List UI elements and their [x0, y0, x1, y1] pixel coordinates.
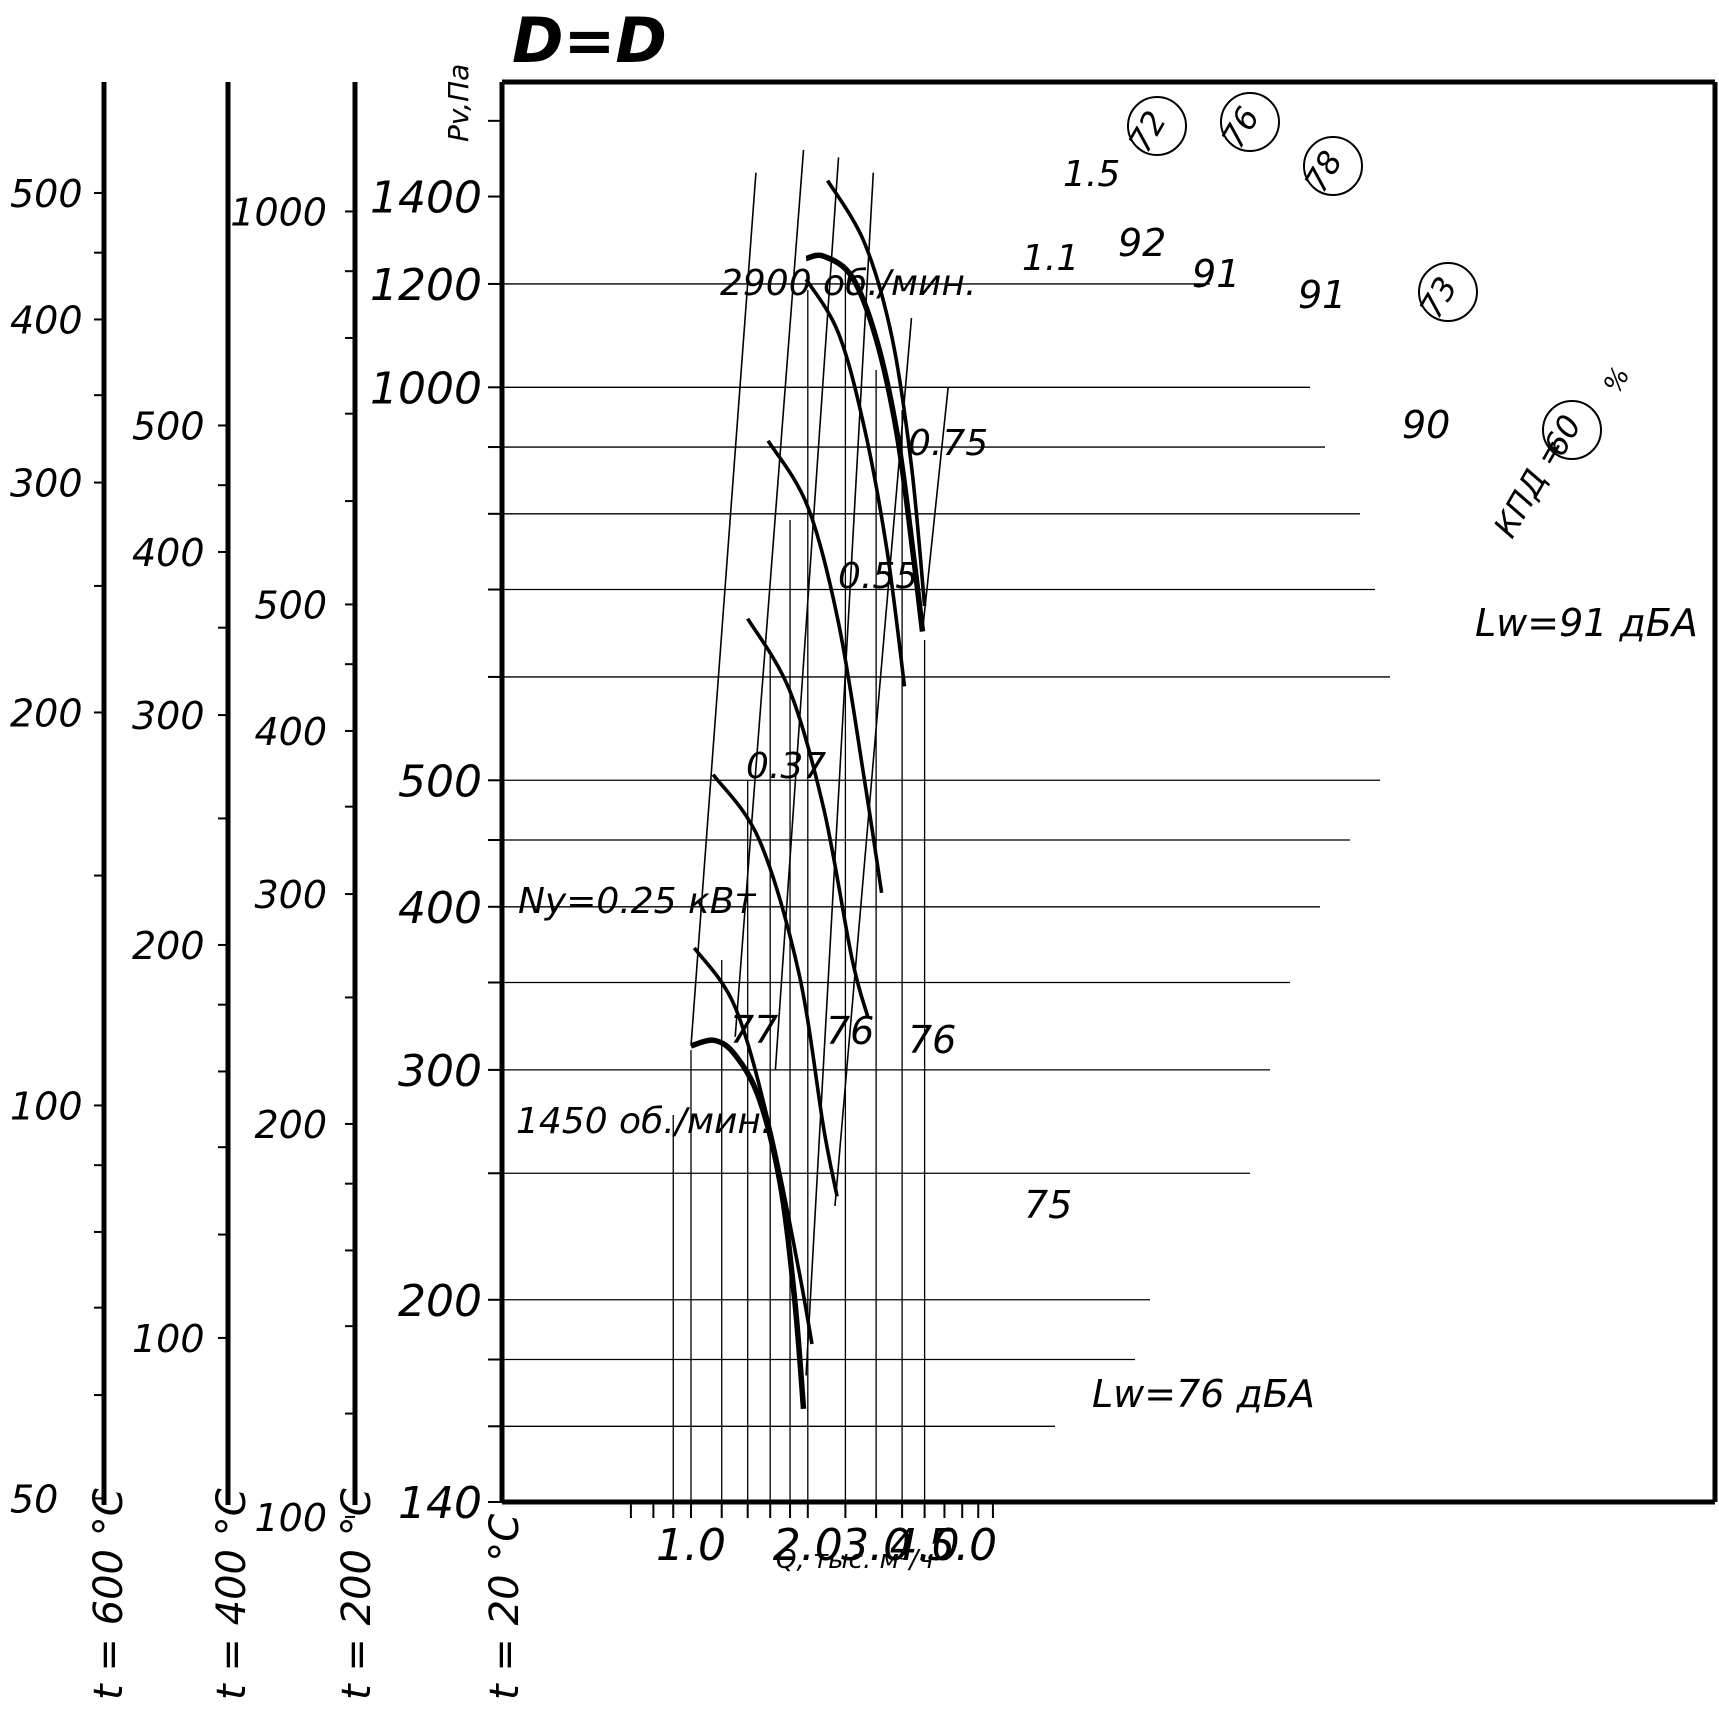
temperature-tick-label: 400 [132, 531, 205, 575]
x-tick-label: 5.0 [927, 1520, 997, 1571]
sound-level-label: 76 [908, 1018, 956, 1062]
sound-level-label: 90 [1402, 403, 1450, 447]
chart-title: D=D [512, 4, 667, 77]
temperature-tick-label: 100 [10, 1084, 83, 1128]
fan-curve [690, 1037, 807, 1410]
temperature-tick-label: 300 [132, 694, 205, 738]
y-tick-label: 1200 [370, 260, 482, 311]
temperature-tick-label: 100 [254, 1496, 327, 1540]
efficiency-line [805, 172, 875, 1376]
x-tick-label: 3.0 [841, 1520, 911, 1571]
efficiency-circle [1542, 400, 1602, 460]
power-line-label: 1.5 [1063, 154, 1120, 195]
sound-level-label: 92 [1118, 221, 1166, 265]
power-line [826, 179, 927, 607]
lw-label: Lw=76 дБА [1092, 1372, 1315, 1416]
power-line [804, 278, 907, 687]
y-tick-label: 300 [398, 1046, 482, 1097]
y-axis-label: Pv,Па [442, 64, 475, 142]
efficiency-line [734, 149, 805, 1037]
efficiency-line [834, 317, 913, 1207]
annotations: 1.5 1.1 0.75 0.55 0.37 Ny=0.25 кВт 2900 об./ми… [516, 92, 1698, 1416]
efficiency-circle [1418, 262, 1478, 322]
grid [502, 270, 1390, 1502]
efficiency-circle [1303, 136, 1363, 196]
power-line-label: Ny=0.25 кВт [518, 881, 756, 922]
efficiency-suffix: % [1598, 362, 1636, 398]
efficiency-line [690, 172, 757, 1046]
temperature-scale-label: t = 20 °C [482, 1514, 528, 1700]
power-line [711, 773, 839, 1197]
power-line-label: 0.37 [746, 746, 826, 787]
efficiency-circle [1127, 96, 1187, 156]
plot-frame [499, 79, 1718, 1505]
series-name: 1450 об./мин. [516, 1101, 772, 1142]
temperature-tick-label: 300 [254, 873, 327, 917]
sound-level-label: 75 [1024, 1183, 1072, 1227]
temperature-tick-label: 100 [132, 1317, 205, 1361]
temperature-scale-label: t = 200 °C [334, 1488, 380, 1700]
power-line-label: 0.75 [908, 423, 988, 464]
power-line [746, 617, 870, 1017]
temperature-tick-label: 200 [10, 691, 83, 735]
temperature-tick-label: 400 [254, 710, 327, 754]
x-tick-label: 1.0 [656, 1520, 726, 1571]
fan-curve [805, 252, 926, 632]
fan-curves [690, 252, 926, 1410]
series-name: 2900 об./мин. [720, 263, 976, 304]
y-tick-label: 1400 [370, 173, 482, 224]
y-tick-label: 200 [398, 1276, 482, 1327]
x-axis-label: Q, тыс. м³/ч [776, 1545, 934, 1575]
temperature-tick-label: 300 [10, 462, 83, 506]
temperature-tick-label: 400 [10, 298, 83, 342]
y-tick-label: 400 [398, 883, 482, 934]
x-tick-label: 2.0 [773, 1520, 843, 1571]
temperature-tick-label: 200 [254, 1103, 327, 1147]
axes: 140 200 300 400 500 1000 1200 1400 Pv,Па 1.0 2.03.… [370, 64, 997, 1575]
power-line [766, 439, 884, 894]
lw-label: Lw=91 дБА [1475, 601, 1698, 645]
power-line-label: 1.1 [1022, 238, 1079, 279]
efficiency-circle [1220, 92, 1280, 152]
temperature-tick-label: 500 [10, 172, 83, 216]
temperature-tick-label: 500 [132, 404, 205, 448]
y-tick-label: 1000 [370, 363, 482, 414]
sound-level-label: 91 [1192, 252, 1240, 296]
temperature-tick-label: 200 [132, 924, 205, 968]
sound-level-label: 77 [730, 1008, 778, 1052]
temperature-scale-label: t = 400 °C [209, 1488, 255, 1700]
efficiency-line [921, 387, 949, 632]
x-tick-label: 4.0 [890, 1520, 960, 1571]
temperature-tick-label: 1000 [230, 190, 327, 234]
sound-level-label: 91 [1298, 273, 1346, 317]
temperature-scale-label: t = 600 °C [86, 1488, 132, 1700]
power-line-label: 0.55 [838, 556, 918, 597]
sound-level-label: 76 [826, 1009, 874, 1053]
y-tick-label: 140 [398, 1478, 482, 1529]
temperature-tick-label: 50 [10, 1477, 58, 1521]
temperature-tick-label: 500 [254, 583, 327, 627]
efficiency-prefix: КПД = [1486, 431, 1573, 544]
y-tick-label: 500 [398, 756, 482, 807]
